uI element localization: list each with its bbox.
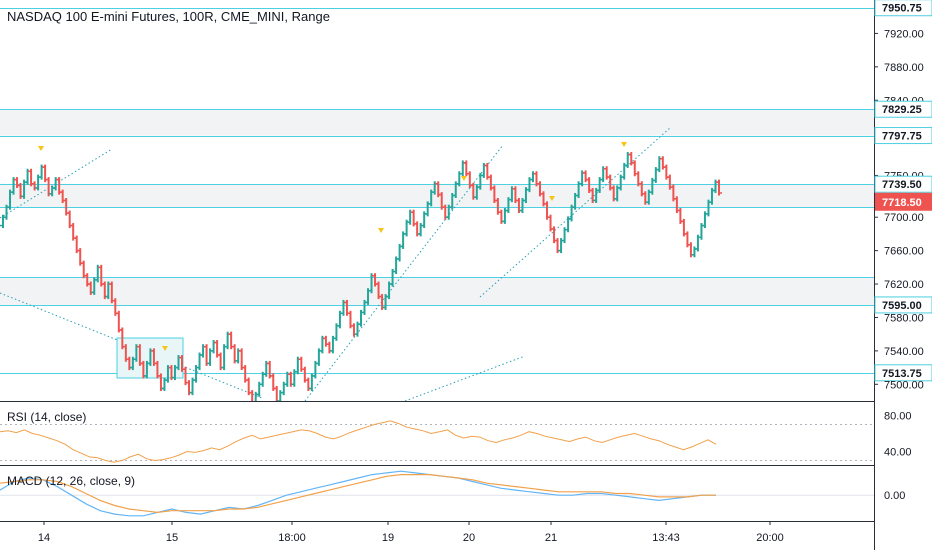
price-bar xyxy=(115,310,122,333)
signal-marker-1 xyxy=(378,228,384,233)
level-tag xyxy=(874,296,932,314)
rsi-label: RSI (14, close) xyxy=(7,410,87,424)
signal-marker-0 xyxy=(38,146,44,151)
time-tick-label: 20 xyxy=(463,532,475,544)
level-tag xyxy=(874,127,932,145)
rsi-pane xyxy=(0,420,874,463)
level-tag xyxy=(874,0,932,17)
rsi-line xyxy=(0,420,717,463)
zone-2 xyxy=(0,277,874,305)
rsi-tick-label: 40.00 xyxy=(884,447,912,459)
current-price-label: 7718.50 xyxy=(882,197,922,209)
signal-marker-5 xyxy=(162,346,168,351)
price-zones xyxy=(0,109,874,305)
signal-marker-4 xyxy=(621,142,627,147)
level-tag-label: 7950.75 xyxy=(882,3,922,15)
level-tag-label: 7829.25 xyxy=(882,104,922,116)
price-tick-label: 7920.00 xyxy=(884,28,924,40)
price-bar xyxy=(326,341,333,354)
time-tick-label: 18:00 xyxy=(278,532,306,544)
level-tag xyxy=(874,100,932,118)
time-tick-label: 13:43 xyxy=(652,532,680,544)
zone-0 xyxy=(0,109,874,136)
signal-line xyxy=(0,474,716,514)
macd-tick-label: 0.00 xyxy=(884,490,905,502)
price-tick-label: 7660.00 xyxy=(884,246,924,258)
price-tick-label: 7580.00 xyxy=(884,312,924,324)
level-tag-label: 7739.50 xyxy=(882,179,922,191)
time-tick-label: 19 xyxy=(382,532,394,544)
zone-1 xyxy=(0,184,874,208)
current-price-tag xyxy=(875,192,932,211)
price-tick-label: 7540.00 xyxy=(884,346,924,358)
level-tag-label: 7513.75 xyxy=(882,368,922,380)
macd-pane xyxy=(0,470,874,517)
signal-markers xyxy=(38,142,627,351)
level-tag-label: 7797.75 xyxy=(882,131,922,143)
price-bar xyxy=(273,385,280,401)
price-bar xyxy=(716,179,722,196)
trend-lines xyxy=(0,127,671,401)
level-tag-label: 7595.00 xyxy=(882,300,922,312)
price-tick-label: 7500.00 xyxy=(884,379,924,391)
price-tick-label: 7620.00 xyxy=(884,279,924,291)
time-axis[interactable]: 14 15 18:00 19 20 21 13:43 20:00 xyxy=(38,521,784,544)
macd-label: MACD (12, 26, close, 9) xyxy=(7,474,136,488)
price-bar xyxy=(322,335,329,347)
signal-marker-2 xyxy=(461,176,467,181)
price-bar xyxy=(249,390,254,401)
price-tick-label: 7700.00 xyxy=(884,212,924,224)
price-axis[interactable]: 7950.757920.007880.007840.007829.257797.… xyxy=(874,0,932,502)
level-tag xyxy=(874,364,932,382)
chart-title: NASDAQ 100 E-mini Futures, 100R, CME_MIN… xyxy=(7,9,330,24)
price-bar xyxy=(203,344,210,366)
rsi-tick-label: 80.00 xyxy=(884,411,912,423)
price-tick-label: 7880.00 xyxy=(884,62,924,74)
time-tick-label: 14 xyxy=(38,532,50,544)
price-bars xyxy=(0,152,722,401)
price-bar xyxy=(691,246,698,258)
level-tag xyxy=(874,175,932,193)
price-bar xyxy=(221,344,228,371)
trend-line-5 xyxy=(404,355,526,401)
signal-marker-3 xyxy=(549,196,555,201)
price-bar xyxy=(529,171,536,183)
time-tick-label: 20:00 xyxy=(756,532,784,544)
macd-line xyxy=(0,470,716,517)
time-tick-label: 15 xyxy=(166,532,178,544)
price-bar xyxy=(238,348,245,371)
price-bar xyxy=(582,170,589,183)
time-tick-label: 21 xyxy=(545,532,557,544)
